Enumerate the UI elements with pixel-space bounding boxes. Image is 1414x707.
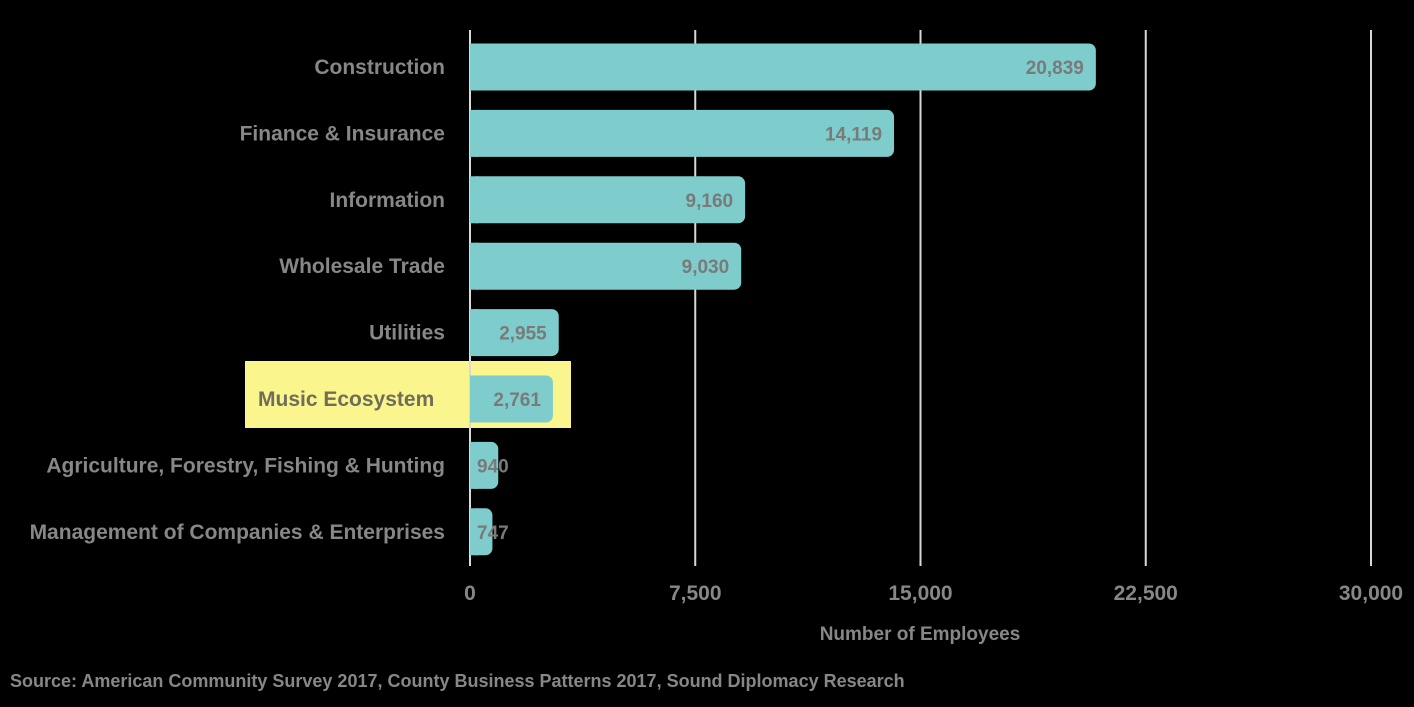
bar-wholesale-trade[interactable] [470, 242, 742, 290]
value-label-finance-and-insurance: 14,119 [825, 124, 882, 145]
bar-base-agriculture-forestry-fishing-and-hunting [470, 441, 478, 489]
bar-base-utilities [470, 309, 478, 357]
bar-information[interactable] [470, 176, 746, 224]
category-label-agriculture-forestry-fishing-and-hunting: Agriculture, Forestry, Fishing & Hunting [46, 454, 445, 477]
category-label-information: Information [330, 189, 446, 212]
category-label-wholesale-trade: Wholesale Trade [279, 255, 445, 278]
value-label-information: 9,160 [686, 191, 734, 212]
bar-utilities[interactable] [470, 309, 559, 357]
x-tick-label-4: 30,000 [1339, 582, 1403, 605]
category-label-construction: Construction [314, 56, 445, 79]
category-label-utilities: Utilities [369, 322, 445, 345]
bar-base-wholesale-trade [470, 242, 478, 290]
source-note: Source: American Community Survey 2017, … [10, 671, 905, 691]
value-label-music-ecosystem: 2,761 [493, 390, 541, 411]
x-axis-title: Number of Employees [820, 624, 1021, 645]
x-tick-label-2: 15,000 [888, 582, 952, 605]
category-label-finance-and-insurance: Finance & Insurance [240, 122, 445, 145]
value-label-wholesale-trade: 9,030 [682, 257, 730, 278]
value-label-agriculture-forestry-fishing-and-hunting: 940 [477, 456, 509, 477]
bar-base-finance-and-insurance [470, 109, 478, 157]
bar-base-information [470, 176, 478, 224]
x-tick-label-0: 0 [464, 582, 476, 605]
value-label-management-of-companies-and-enterprises: 747 [477, 523, 509, 544]
value-label-construction: 20,839 [1026, 58, 1084, 79]
bar-finance-and-insurance[interactable] [470, 109, 895, 157]
bar-base-construction [470, 43, 478, 91]
value-label-utilities: 2,955 [499, 324, 547, 345]
bar-music-ecosystem[interactable] [470, 375, 553, 423]
bar-base-management-of-companies-and-enterprises [470, 508, 478, 556]
bar-base-music-ecosystem [470, 375, 478, 423]
x-tick-label-3: 22,500 [1114, 582, 1178, 605]
category-label-management-of-companies-and-enterprises: Management of Companies & Enterprises [30, 521, 445, 544]
category-label-music-ecosystem: Music Ecosystem [258, 388, 434, 411]
bar-construction[interactable] [470, 43, 1096, 91]
x-tick-label-1: 7,500 [669, 582, 722, 605]
